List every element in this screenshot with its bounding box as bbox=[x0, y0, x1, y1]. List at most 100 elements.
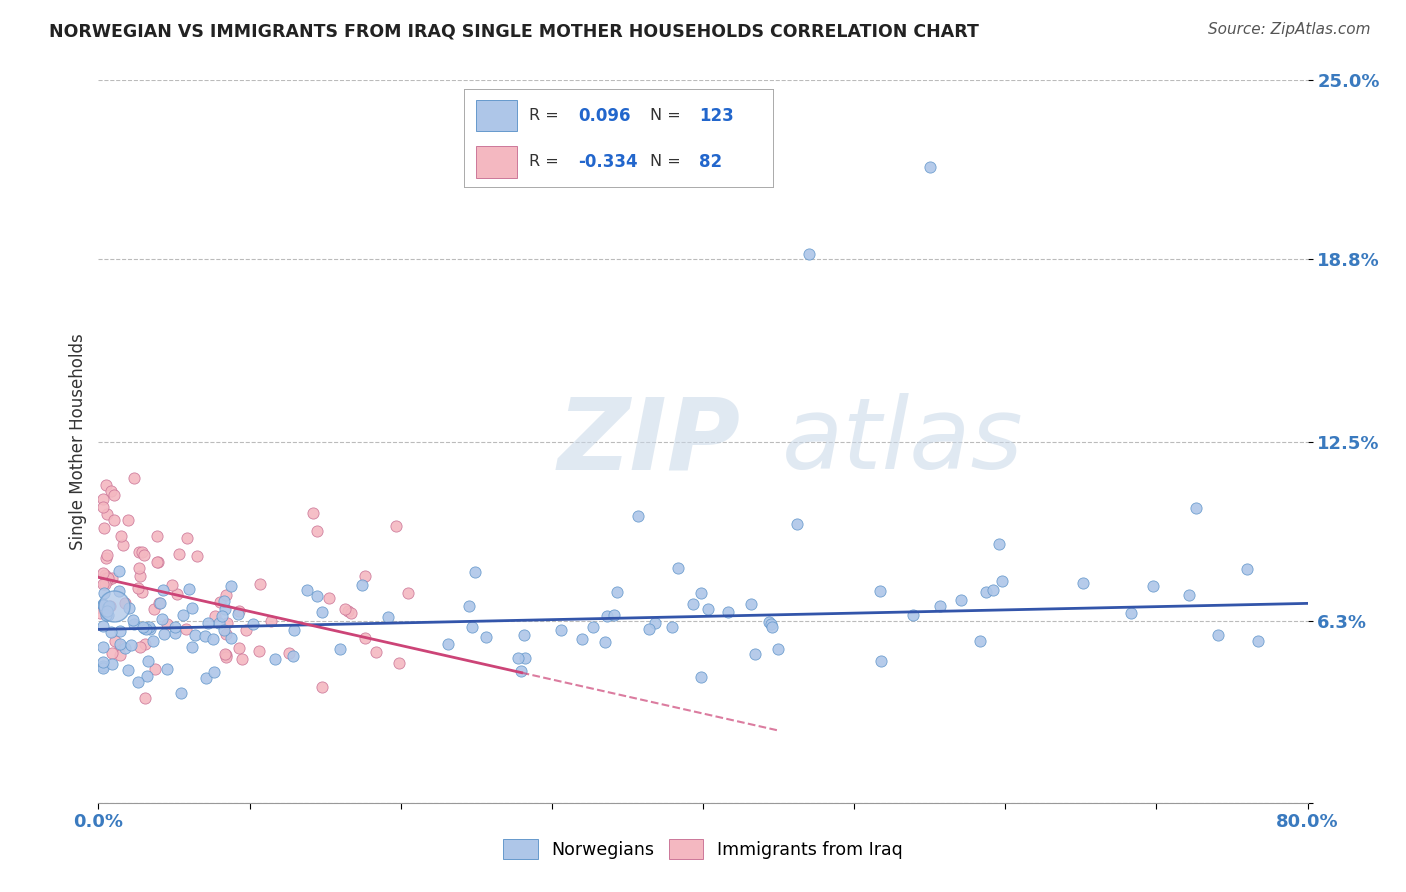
Point bbox=[122, 613, 145, 627]
Point bbox=[108, 565, 131, 579]
Point bbox=[1247, 633, 1270, 648]
Text: N =: N = bbox=[650, 108, 681, 123]
Text: N =: N = bbox=[650, 154, 681, 169]
Point bbox=[166, 587, 188, 601]
Point bbox=[103, 512, 125, 526]
Point bbox=[150, 612, 173, 626]
Point bbox=[91, 598, 114, 612]
Point bbox=[870, 654, 893, 668]
Point bbox=[1178, 588, 1201, 602]
Point bbox=[301, 506, 323, 520]
Point bbox=[101, 646, 124, 660]
Point bbox=[987, 537, 1010, 551]
Point bbox=[350, 578, 373, 592]
Point bbox=[114, 640, 136, 655]
Point bbox=[354, 569, 377, 583]
Point bbox=[201, 632, 224, 647]
Point bbox=[929, 599, 952, 613]
Point bbox=[228, 641, 250, 656]
Point bbox=[377, 610, 399, 624]
Point bbox=[152, 582, 174, 597]
Point bbox=[571, 632, 593, 646]
Point bbox=[682, 597, 704, 611]
Point bbox=[91, 640, 114, 654]
Point bbox=[136, 654, 159, 668]
Point bbox=[186, 549, 208, 563]
Point bbox=[89, 606, 111, 620]
Point bbox=[283, 648, 305, 663]
Point bbox=[215, 616, 238, 631]
Point bbox=[758, 615, 780, 629]
Point bbox=[219, 579, 242, 593]
Point bbox=[219, 631, 242, 645]
Point bbox=[149, 596, 172, 610]
Y-axis label: Single Mother Households: Single Mother Households bbox=[69, 334, 87, 549]
Point bbox=[104, 633, 127, 648]
Point bbox=[117, 663, 139, 677]
Point bbox=[226, 607, 249, 621]
Point bbox=[606, 585, 628, 599]
Point bbox=[263, 651, 285, 665]
Point bbox=[249, 577, 271, 591]
Point bbox=[385, 518, 408, 533]
Point bbox=[513, 650, 536, 665]
Point bbox=[176, 531, 198, 545]
Point bbox=[740, 597, 762, 611]
Point bbox=[204, 608, 226, 623]
Point bbox=[991, 574, 1014, 588]
Point bbox=[318, 591, 340, 606]
Point bbox=[474, 630, 496, 644]
Point bbox=[142, 602, 165, 616]
Point bbox=[593, 634, 616, 648]
Point bbox=[1236, 562, 1258, 576]
Point bbox=[180, 600, 202, 615]
Point bbox=[103, 599, 125, 614]
Point bbox=[797, 246, 820, 260]
Point bbox=[94, 571, 117, 585]
Text: NORWEGIAN VS IMMIGRANTS FROM IRAQ SINGLE MOTHER HOUSEHOLDS CORRELATION CHART: NORWEGIAN VS IMMIGRANTS FROM IRAQ SINGLE… bbox=[49, 22, 979, 40]
Point bbox=[134, 690, 156, 705]
Point bbox=[214, 601, 236, 615]
Point bbox=[93, 576, 115, 591]
Text: 82: 82 bbox=[699, 153, 723, 170]
Text: R =: R = bbox=[529, 108, 558, 123]
Point bbox=[91, 658, 114, 673]
Point bbox=[128, 545, 150, 559]
Point bbox=[167, 547, 190, 561]
Point bbox=[786, 517, 808, 532]
Point bbox=[228, 604, 250, 618]
Point bbox=[131, 585, 153, 599]
Point bbox=[761, 620, 783, 634]
Point bbox=[212, 623, 235, 637]
Point bbox=[165, 620, 187, 634]
Point bbox=[156, 616, 179, 631]
Point bbox=[128, 561, 150, 575]
Point bbox=[627, 509, 650, 524]
Point bbox=[91, 597, 114, 611]
Point bbox=[108, 624, 131, 638]
Point bbox=[98, 599, 121, 614]
Point bbox=[107, 583, 129, 598]
Bar bbox=[477, 100, 516, 131]
Point bbox=[247, 643, 270, 657]
Text: 0.096: 0.096 bbox=[578, 107, 631, 125]
Point bbox=[136, 668, 159, 682]
Point bbox=[582, 620, 605, 634]
Point bbox=[184, 628, 207, 642]
Point bbox=[91, 661, 114, 675]
Point bbox=[160, 578, 183, 592]
Point bbox=[1142, 579, 1164, 593]
Point bbox=[172, 608, 194, 623]
Point bbox=[974, 585, 997, 599]
Point bbox=[354, 631, 377, 645]
Point bbox=[949, 593, 972, 607]
Point bbox=[398, 586, 420, 600]
Point bbox=[215, 650, 238, 665]
Point bbox=[128, 568, 150, 582]
Point bbox=[139, 622, 162, 636]
Point bbox=[550, 624, 572, 638]
Point bbox=[305, 590, 328, 604]
Text: -0.334: -0.334 bbox=[578, 153, 638, 170]
Point bbox=[181, 640, 204, 654]
Point bbox=[91, 619, 114, 633]
